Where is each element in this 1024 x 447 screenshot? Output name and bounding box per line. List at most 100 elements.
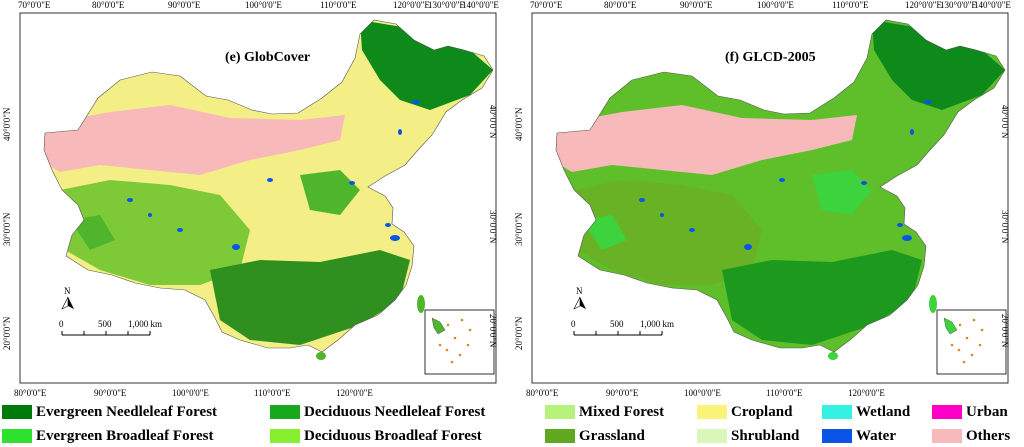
legend-label: Water xyxy=(856,427,896,444)
water-body xyxy=(232,244,240,250)
water-body xyxy=(660,213,664,217)
inset-island-mark xyxy=(460,318,464,322)
water-body xyxy=(148,213,152,217)
southern-forest-region xyxy=(210,250,410,345)
inset-island-mark xyxy=(958,323,962,327)
longitude-label-bottom: 80°0'0"E xyxy=(526,388,559,398)
longitude-label-top: 70°0'0"E xyxy=(18,0,51,10)
legend-swatch xyxy=(2,405,32,419)
taiwan-island xyxy=(417,295,425,313)
northeast-forest-region xyxy=(360,20,493,110)
latitude-label-left: 40°0'0"N xyxy=(514,107,524,141)
longitude-label-top: 130°0'0"E xyxy=(940,0,977,10)
water-body xyxy=(390,235,400,241)
legend-label: Evergreen Needleleaf Forest xyxy=(36,403,218,420)
north-arrow-label: N xyxy=(576,286,583,296)
longitude-label-top: 100°0'0"E xyxy=(245,0,282,10)
map-panel-globcover: (e) GlobCover 70°0'0"E 80°0'0"E 90°0'0"E 100… xyxy=(0,0,508,400)
scale-bar-label: 500 xyxy=(98,319,112,329)
legend-label: Cropland xyxy=(731,403,793,420)
water-body xyxy=(127,198,133,202)
legend-label: Shrubland xyxy=(731,427,800,444)
longitude-label-top: 110°0'0"E xyxy=(320,0,357,10)
water-body xyxy=(861,181,867,185)
plateau-region xyxy=(572,180,762,285)
latitude-label-left: 40°0'0"N xyxy=(2,107,12,141)
inset-island-mark xyxy=(965,336,969,340)
legend-item-cropland: Cropland xyxy=(697,402,792,422)
legend-item-mixed-forest: Mixed Forest xyxy=(545,402,664,422)
desert-region xyxy=(44,105,345,175)
water-body xyxy=(689,228,695,232)
longitude-label-bottom: 110°0'0"E xyxy=(766,388,803,398)
longitude-label-top: 110°0'0"E xyxy=(832,0,869,10)
inset-island-mark xyxy=(972,318,976,322)
latitude-label-right: 40°0'0"N xyxy=(488,105,498,139)
latitude-label-left: 30°0'0"N xyxy=(514,212,524,246)
legend-swatch xyxy=(822,405,852,419)
inset-island-mark xyxy=(978,343,982,347)
legend-label: Mixed Forest xyxy=(579,403,665,420)
scale-bar-label: 0 xyxy=(571,319,576,329)
longitude-label-top: 130°0'0"E xyxy=(428,0,465,10)
longitude-label-top: 90°0'0"E xyxy=(680,0,713,10)
land-cover-layer xyxy=(44,20,493,352)
longitude-label-top: 100°0'0"E xyxy=(757,0,794,10)
legend-swatch xyxy=(270,429,300,443)
north-arrow-icon xyxy=(580,297,586,309)
inset-island-mark xyxy=(962,360,966,364)
legend-item-deciduous-needleleaf-forest: Deciduous Needleleaf Forest xyxy=(270,402,485,422)
legend-label: Deciduous Needleleaf Forest xyxy=(304,403,486,420)
legend-swatch xyxy=(2,429,32,443)
longitude-label-top: 140°0'0"E xyxy=(462,0,499,10)
legend-item-evergreen-needleleaf-forest: Evergreen Needleleaf Forest xyxy=(2,402,217,422)
hainan-island xyxy=(316,352,326,360)
longitude-label-bottom: 120°0'0"E xyxy=(848,388,885,398)
inset-coastline xyxy=(943,317,958,335)
inset-island-mark xyxy=(458,353,462,357)
land-cover-layer xyxy=(556,20,1005,352)
legend-swatch xyxy=(932,429,962,443)
legend-item-deciduous-broadleaf-forest: Deciduous Broadleaf Forest xyxy=(270,426,482,446)
legend-swatch xyxy=(545,405,575,419)
panel-title: (e) GlobCover xyxy=(225,50,311,65)
legend-item-others: Others xyxy=(932,426,1010,446)
longitude-label-top: 90°0'0"E xyxy=(168,0,201,10)
water-body xyxy=(385,223,391,227)
hainan-island xyxy=(828,352,838,360)
inset-island-mark xyxy=(468,328,472,332)
scale-bar-label: 0 xyxy=(59,319,64,329)
water-body xyxy=(924,100,932,104)
inset-island-mark xyxy=(450,360,454,364)
desert-region xyxy=(556,105,857,175)
legend-item-grassland: Grassland xyxy=(545,426,645,446)
legend-item-urban: Urban xyxy=(932,402,1008,422)
legend-swatch xyxy=(822,429,852,443)
water-body xyxy=(897,223,903,227)
north-arrow-icon-half xyxy=(61,296,69,310)
longitude-label-bottom: 100°0'0"E xyxy=(684,388,721,398)
longitude-label-bottom: 80°0'0"E xyxy=(14,388,47,398)
longitude-label-top: 80°0'0"E xyxy=(92,0,125,10)
latitude-label-right: 40°0'0"N xyxy=(1000,105,1010,139)
central-forest-region xyxy=(300,170,360,215)
legend-item-evergreen-broadleaf-forest: Evergreen Broadleaf Forest xyxy=(2,426,213,446)
legend-swatch xyxy=(697,429,727,443)
taiwan-island xyxy=(929,295,937,313)
latitude-label-left: 20°0'0"N xyxy=(2,316,12,350)
legend-swatch xyxy=(697,405,727,419)
legend-label: Others xyxy=(966,427,1011,444)
legend-label: Grassland xyxy=(579,427,645,444)
longitude-label-top: 70°0'0"E xyxy=(530,0,563,10)
legend-item-wetland: Wetland xyxy=(822,402,910,422)
longitude-label-bottom: 90°0'0"E xyxy=(94,388,127,398)
water-body xyxy=(412,100,420,104)
longitude-label-top: 120°0'0"E xyxy=(905,0,942,10)
longitude-label-bottom: 120°0'0"E xyxy=(336,388,373,398)
land-cover-legend: Evergreen Needleleaf Forest Deciduous Ne… xyxy=(0,400,1024,447)
inset-island-mark xyxy=(438,343,442,347)
legend-item-water: Water xyxy=(822,426,896,446)
map-panel-glcd-2005: (f) GLCD-2005 70°0'0"E 80°0'0"E 90°0'0"E 100… xyxy=(512,0,1020,400)
longitude-label-bottom: 110°0'0"E xyxy=(254,388,291,398)
legend-swatch xyxy=(270,405,300,419)
